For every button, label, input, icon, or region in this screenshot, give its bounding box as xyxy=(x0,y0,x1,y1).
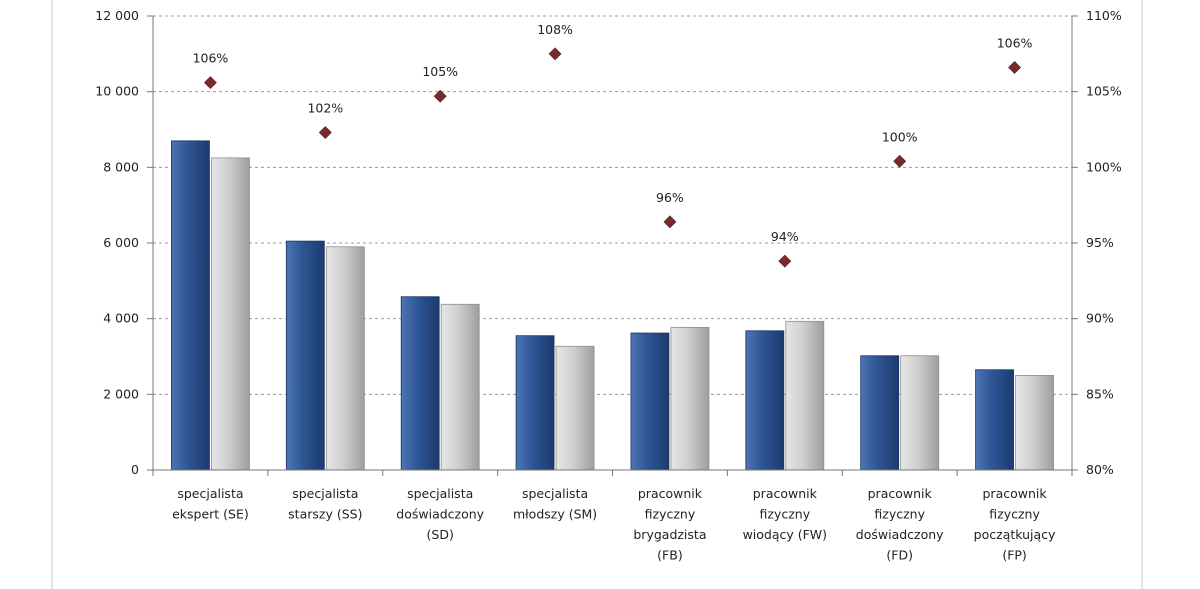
category-label-line: specjalista xyxy=(177,486,243,501)
ratio-data-label: 105% xyxy=(422,64,458,79)
category-label-line: specjalista xyxy=(407,486,473,501)
category-label-line: ekspert (SE) xyxy=(172,507,249,522)
bar-series-2 xyxy=(555,345,595,471)
ratio-marker xyxy=(548,47,562,61)
bar-series-1 xyxy=(285,240,325,471)
category-label-line: pracownik xyxy=(868,486,933,501)
bar-series-2 xyxy=(785,320,825,471)
bar-series-2 xyxy=(211,157,250,471)
category-label-line: początkujący xyxy=(974,527,1056,542)
category-label-line: fizyczny xyxy=(989,507,1040,522)
ratio-data-label: 94% xyxy=(771,229,799,244)
y-tick-label: 0 xyxy=(131,462,139,477)
ratio-data-label: 106% xyxy=(997,35,1033,50)
y2-tick-label: 110% xyxy=(1086,8,1122,23)
bar-series-2 xyxy=(670,326,710,471)
ratio-marker xyxy=(663,215,677,229)
category-label-line: młodszy (SM) xyxy=(513,507,597,522)
bar-series-1 xyxy=(171,140,210,471)
ratio-data-label: 108% xyxy=(537,22,573,37)
y-tick-label: 6 000 xyxy=(103,235,139,250)
bar-series-2 xyxy=(900,355,940,471)
ratio-markers: 106% 102% 105% 108% 96% 94% 100% 106% xyxy=(193,22,1033,268)
y2-tick-label: 90% xyxy=(1086,311,1114,326)
y2-tick-label: 80% xyxy=(1086,462,1114,477)
category-label: specjalista młodszy (SM) xyxy=(513,486,597,522)
y2-tick-label: 105% xyxy=(1086,84,1122,99)
category-label-line: fizyczny xyxy=(760,507,811,522)
category-label-line: (FP) xyxy=(1002,548,1026,563)
ratio-marker xyxy=(204,76,217,90)
category-label: pracownik fizyczny wiodący (FW) xyxy=(743,486,828,542)
ratio-data-label: 100% xyxy=(882,129,918,144)
ratio-marker xyxy=(433,89,447,103)
bar-series-1 xyxy=(860,355,900,471)
y-tick-label: 4 000 xyxy=(103,311,139,326)
category-label-line: wiodący (FW) xyxy=(743,527,828,542)
bar-series-2 xyxy=(1015,375,1054,471)
bars xyxy=(171,140,1054,471)
category-label: specjalista ekspert (SE) xyxy=(172,486,249,522)
y2-tick-label: 85% xyxy=(1086,386,1114,401)
category-label: pracownik fizyczny doświadczony (FD) xyxy=(856,486,944,563)
category-label-line: specjalista xyxy=(522,486,588,501)
y2-tick-label: 95% xyxy=(1086,235,1114,250)
category-labels: specjalista ekspert (SE) specjalista starsz… xyxy=(172,486,1056,563)
category-label-line: (SD) xyxy=(427,527,454,542)
bar-series-1 xyxy=(400,296,440,471)
bar-series-2 xyxy=(325,246,365,471)
category-label-line: doświadczony xyxy=(396,507,484,522)
category-label-line: starszy (SS) xyxy=(288,507,362,522)
axes: 0 80% 2 000 85% 4 000 90% 6 000 95% 8 000 100% 10 … xyxy=(95,8,1122,477)
y-tick-label: 8 000 xyxy=(103,159,139,174)
y2-tick-label: 100% xyxy=(1086,159,1122,174)
y-tick-label: 2 000 xyxy=(103,386,139,401)
category-label-line: fizyczny xyxy=(874,507,925,522)
bar-series-1 xyxy=(515,335,555,471)
category-label: pracownik fizyczny brygadzista (FB) xyxy=(633,486,706,563)
ratio-marker xyxy=(893,154,907,168)
category-label-line: pracownik xyxy=(983,486,1048,501)
category-label-line: pracownik xyxy=(638,486,703,501)
category-label-line: (FD) xyxy=(886,548,913,563)
category-label-line: fizyczny xyxy=(645,507,696,522)
ratio-data-label: 106% xyxy=(193,51,229,66)
ratio-data-label: 96% xyxy=(656,190,684,205)
category-label-line: (FB) xyxy=(657,548,683,563)
bar-series-1 xyxy=(745,330,785,471)
category-label-line: doświadczony xyxy=(856,527,944,542)
y-tick-label: 12 000 xyxy=(95,8,139,23)
ratio-marker xyxy=(778,254,792,268)
category-label: pracownik fizyczny początkujący (FP) xyxy=(974,486,1056,563)
ratio-data-label: 102% xyxy=(307,101,343,116)
y-tick-label: 10 000 xyxy=(95,84,139,99)
category-label: specjalista doświadczony (SD) xyxy=(396,486,484,542)
bar-series-1 xyxy=(630,332,670,471)
category-label: specjalista starszy (SS) xyxy=(288,486,362,522)
ratio-marker xyxy=(318,126,332,139)
category-label-line: brygadzista xyxy=(633,527,706,542)
bar-series-2 xyxy=(440,303,480,471)
category-label-line: specjalista xyxy=(292,486,358,501)
bar-series-1 xyxy=(975,369,1014,471)
category-label-line: pracownik xyxy=(753,486,818,501)
ratio-marker xyxy=(1008,61,1021,74)
chart-frame xyxy=(51,0,1143,589)
